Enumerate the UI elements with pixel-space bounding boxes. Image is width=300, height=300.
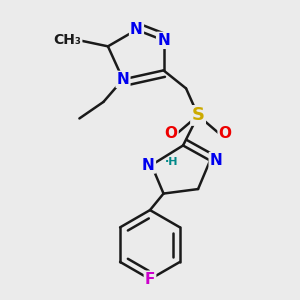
Text: S: S (192, 106, 205, 124)
Text: N: N (130, 22, 143, 37)
Text: N: N (142, 158, 155, 172)
Text: CH₃: CH₃ (53, 33, 81, 47)
Text: ·H: ·H (165, 157, 178, 167)
Text: N: N (210, 153, 223, 168)
Text: O: O (219, 126, 232, 141)
Text: F: F (145, 272, 155, 287)
Text: O: O (164, 126, 178, 141)
Text: N: N (157, 33, 170, 48)
Text: N: N (117, 72, 129, 87)
